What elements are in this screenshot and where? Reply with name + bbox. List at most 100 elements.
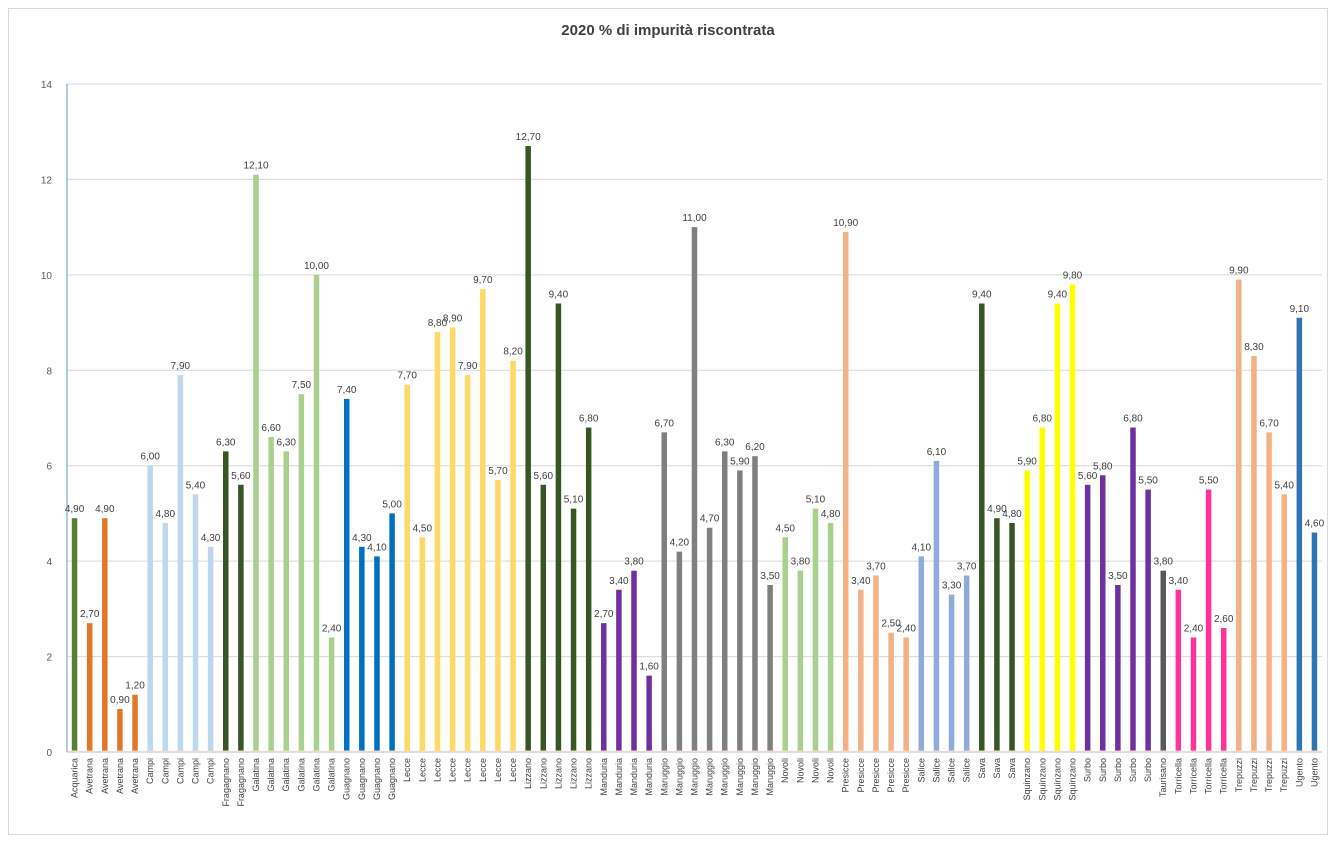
x-tick-label: Galatina: [296, 758, 306, 792]
bar-base: [237, 750, 245, 752]
bar: [328, 637, 335, 752]
x-tick-label: Campi: [145, 758, 155, 784]
data-label: 4,80: [156, 509, 176, 520]
bar-base: [403, 750, 411, 752]
data-label: 4,50: [413, 523, 433, 534]
data-label: 8,90: [443, 313, 463, 324]
x-tick-label: Novoli: [795, 758, 805, 783]
x-tick-label: Squinzano: [1037, 758, 1047, 801]
bar-base: [962, 750, 971, 752]
bar-base: [222, 750, 230, 752]
y-tick-label: 4: [46, 557, 52, 568]
bar: [903, 637, 909, 752]
chart-title: 2020 % di impurità riscontrata: [561, 22, 775, 39]
data-label: 10,00: [304, 261, 329, 272]
y-tick-label: 0: [46, 748, 52, 759]
x-tick-label: Presicce: [871, 758, 881, 793]
x-tick-label: Surbo: [1143, 758, 1153, 782]
x-tick-label: Presicce: [901, 758, 911, 793]
x-tick-label: Fragagnano: [221, 758, 231, 807]
bar-base: [600, 750, 608, 752]
data-label: 4,80: [1002, 509, 1022, 520]
x-tick-label: Lizzano: [538, 758, 548, 789]
bar: [162, 522, 169, 752]
x-tick-label: Presicce: [841, 758, 851, 793]
bar-base: [388, 750, 396, 752]
bar-base: [418, 750, 427, 752]
x-tick-label: Surbo: [1128, 758, 1138, 782]
bar-base: [751, 750, 759, 752]
bar: [873, 575, 879, 752]
bar-base: [1144, 750, 1152, 752]
bar: [253, 174, 259, 752]
bar-base: [872, 750, 880, 752]
bar-base: [297, 750, 306, 752]
x-tick-label: Galatina: [327, 758, 337, 792]
bar-base: [826, 750, 835, 752]
bar-base: [932, 750, 941, 752]
data-label: 6,30: [216, 437, 236, 448]
bar: [238, 484, 244, 752]
bar: [1281, 494, 1287, 752]
bar: [1100, 475, 1106, 752]
bar: [1054, 303, 1061, 752]
data-label: 2,40: [1184, 623, 1204, 634]
bar: [1160, 570, 1166, 752]
data-label: 4,50: [775, 523, 795, 534]
data-label: 4,70: [700, 514, 720, 525]
data-label: 5,60: [231, 471, 251, 482]
bar: [223, 451, 229, 752]
bar-base: [463, 750, 472, 752]
bar: [1130, 427, 1136, 752]
data-label: 5,50: [1199, 476, 1219, 487]
bar-base: [282, 750, 290, 752]
bar-base: [1265, 750, 1273, 752]
x-tick-label: Maruggio: [720, 758, 730, 796]
data-label: 5,10: [806, 495, 826, 506]
x-tick-label: Maruggio: [750, 758, 760, 796]
bar: [842, 231, 849, 752]
x-tick-label: Salice: [916, 758, 926, 783]
x-tick-label: Lizzano: [523, 758, 533, 789]
bar: [1190, 637, 1197, 752]
data-label: 3,50: [1108, 571, 1128, 582]
x-tick-label: Ugento: [1294, 758, 1304, 787]
bar-base: [993, 750, 1001, 752]
bar: [132, 694, 138, 752]
x-tick-label: Avetrana: [115, 758, 125, 794]
x-tick-label: Trepuzzi: [1234, 758, 1244, 792]
bar-base: [645, 750, 653, 752]
x-tick-label: Campi: [206, 758, 216, 784]
bar: [737, 470, 743, 752]
y-tick-label: 8: [46, 366, 52, 377]
bar-base: [1189, 750, 1198, 752]
x-tick-label: Trepuzzi: [1264, 758, 1274, 792]
data-label: 5,90: [1017, 456, 1037, 467]
bar: [1251, 355, 1257, 752]
x-tick-label: Lecce: [478, 758, 488, 782]
bar-base: [630, 750, 638, 752]
data-label: 9,40: [972, 289, 992, 300]
bar: [721, 451, 728, 752]
x-tick-label: Sava: [992, 758, 1002, 779]
bar: [102, 518, 108, 752]
bar-base: [1038, 750, 1047, 752]
data-label: 2,40: [896, 623, 916, 634]
x-tick-label: Presicce: [886, 758, 896, 793]
y-tick-label: 12: [41, 175, 53, 186]
bar: [510, 360, 516, 752]
bar: [117, 709, 123, 752]
x-tick-label: Squinzano: [1022, 758, 1032, 801]
bar-base: [1068, 750, 1077, 752]
data-label: 5,80: [1093, 461, 1113, 472]
bar: [1296, 317, 1303, 752]
data-label: 9,80: [1063, 270, 1083, 281]
x-tick-label: Galatina: [281, 758, 291, 792]
bar: [979, 303, 985, 752]
bar: [555, 303, 562, 752]
data-label: 9,10: [1290, 304, 1310, 315]
bar: [177, 375, 184, 752]
x-tick-label: Maruggio: [735, 758, 745, 796]
x-tick-label: Manduria: [629, 758, 639, 796]
data-label: 5,60: [534, 471, 554, 482]
